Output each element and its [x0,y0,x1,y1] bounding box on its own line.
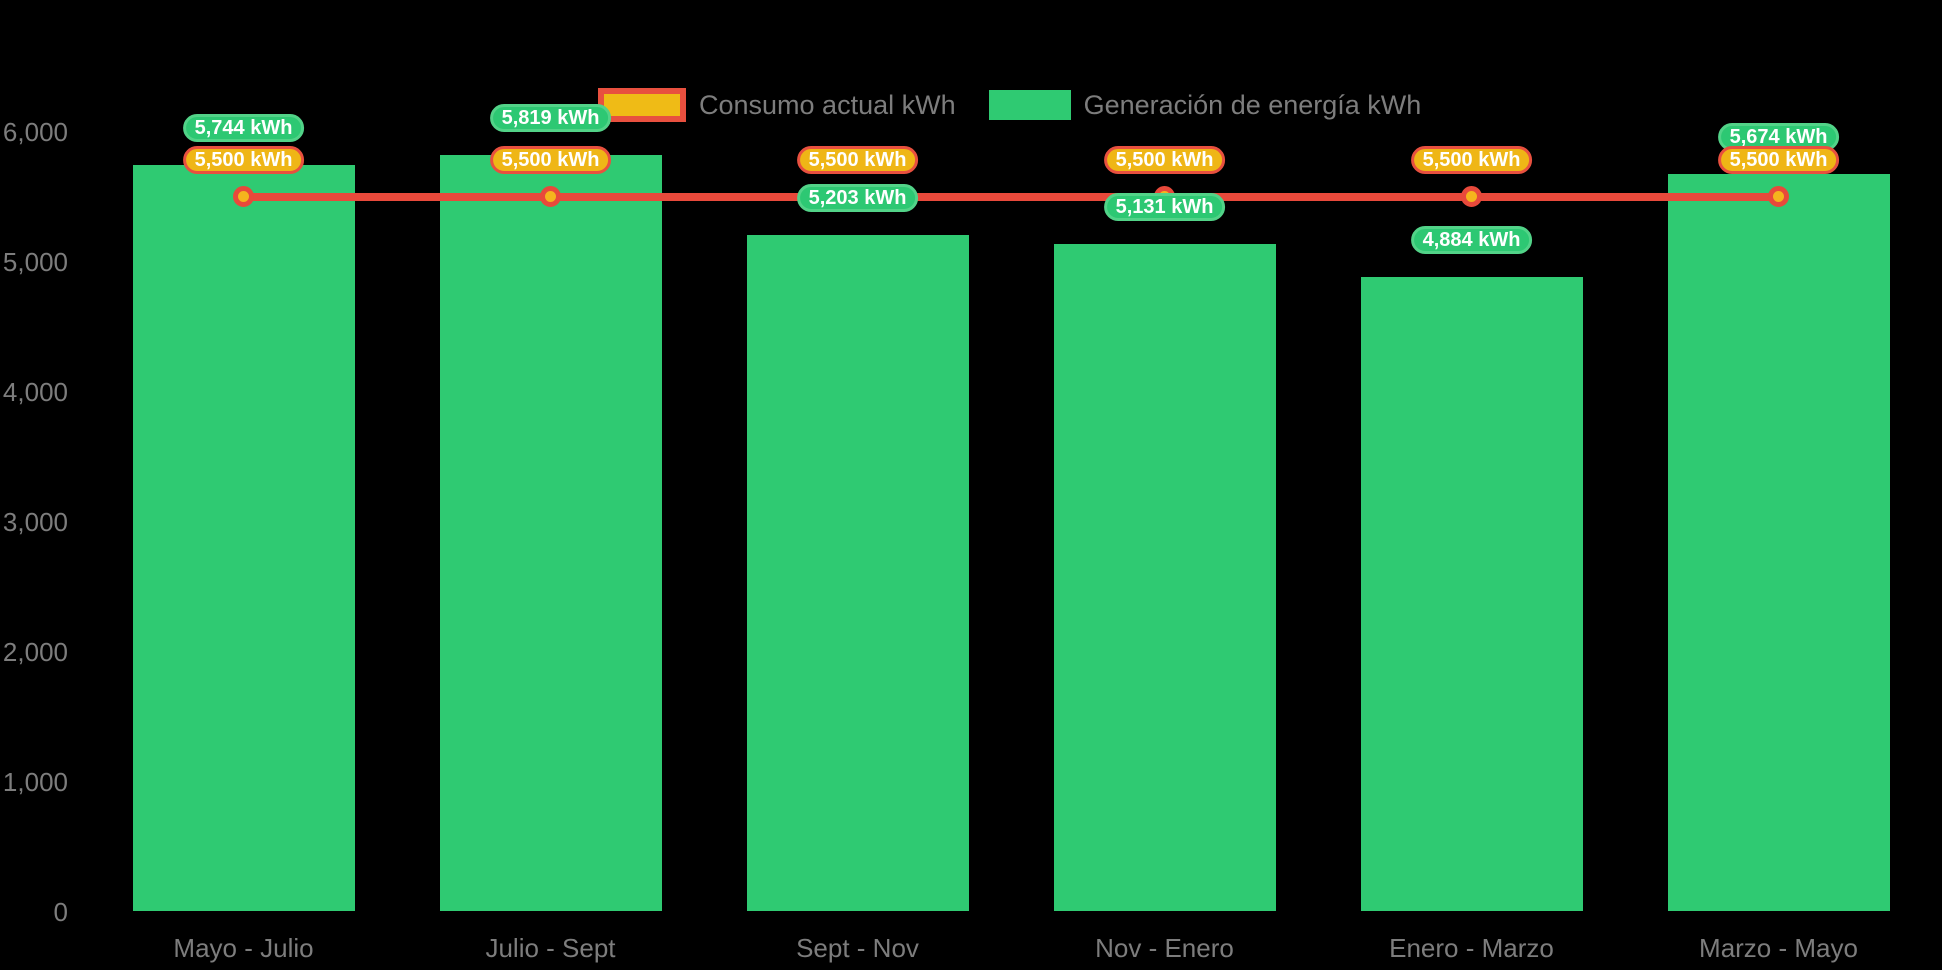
y-axis-tick-label: 3,000 [2,506,68,537]
generation-value-pill: 5,203 kWh [796,184,919,213]
x-axis-category-label: Mayo - Julio [173,933,314,963]
x-axis-category-label: Enero - Marzo [1389,933,1554,963]
x-axis-category-label: Nov - Enero [1095,933,1234,963]
legend-label-generation: Generación de energía kWh [1083,89,1422,120]
generation-value-pill: 4,884 kWh [1410,225,1533,254]
y-axis-tick-label: 0 [53,896,68,927]
chart-legend: Consumo actual kWh Generación de energía… [598,86,1421,124]
y-axis-tick-label: 6,000 [2,116,68,147]
consumption-line [243,192,1779,201]
bar-generation[interactable] [132,164,355,912]
consumption-value-pill: 5,500 kWh [1410,145,1533,174]
x-axis-category-label: Sept - Nov [796,933,919,963]
y-axis-tick-label: 2,000 [2,636,68,667]
x-axis-category-label: Julio - Sept [485,933,616,963]
bar-generation[interactable] [439,155,662,912]
consumption-value-pill: 5,500 kWh [182,145,305,174]
generation-value-pill: 5,744 kWh [182,113,305,142]
x-axis-category-label: Marzo - Mayo [1699,933,1858,963]
bar-generation[interactable] [1053,244,1276,912]
bar-generation[interactable] [746,235,969,912]
y-axis-tick-label: 5,000 [2,246,68,277]
consumption-point-marker[interactable] [1461,186,1482,207]
generation-value-pill: 5,131 kWh [1103,193,1226,222]
y-axis-tick-label: 4,000 [2,376,68,407]
consumption-point-marker[interactable] [540,186,561,207]
y-axis-tick-label: 1,000 [2,766,68,797]
legend-label-consumption: Consumo actual kWh [699,89,956,120]
legend-item-consumption[interactable]: Consumo actual kWh [598,88,956,122]
generation-swatch-icon [988,90,1071,120]
bar-generation[interactable] [1667,173,1890,912]
generation-value-pill: 5,819 kWh [489,104,612,133]
consumption-value-pill: 5,500 kWh [796,145,919,174]
consumption-point-marker[interactable] [233,186,254,207]
legend-item-generation[interactable]: Generación de energía kWh [988,89,1422,121]
consumption-point-marker[interactable] [1768,186,1789,207]
bar-generation[interactable] [1360,276,1583,912]
consumption-value-pill: 5,500 kWh [489,145,612,174]
consumption-value-pill: 5,500 kWh [1717,145,1840,174]
consumption-value-pill: 5,500 kWh [1103,145,1226,174]
